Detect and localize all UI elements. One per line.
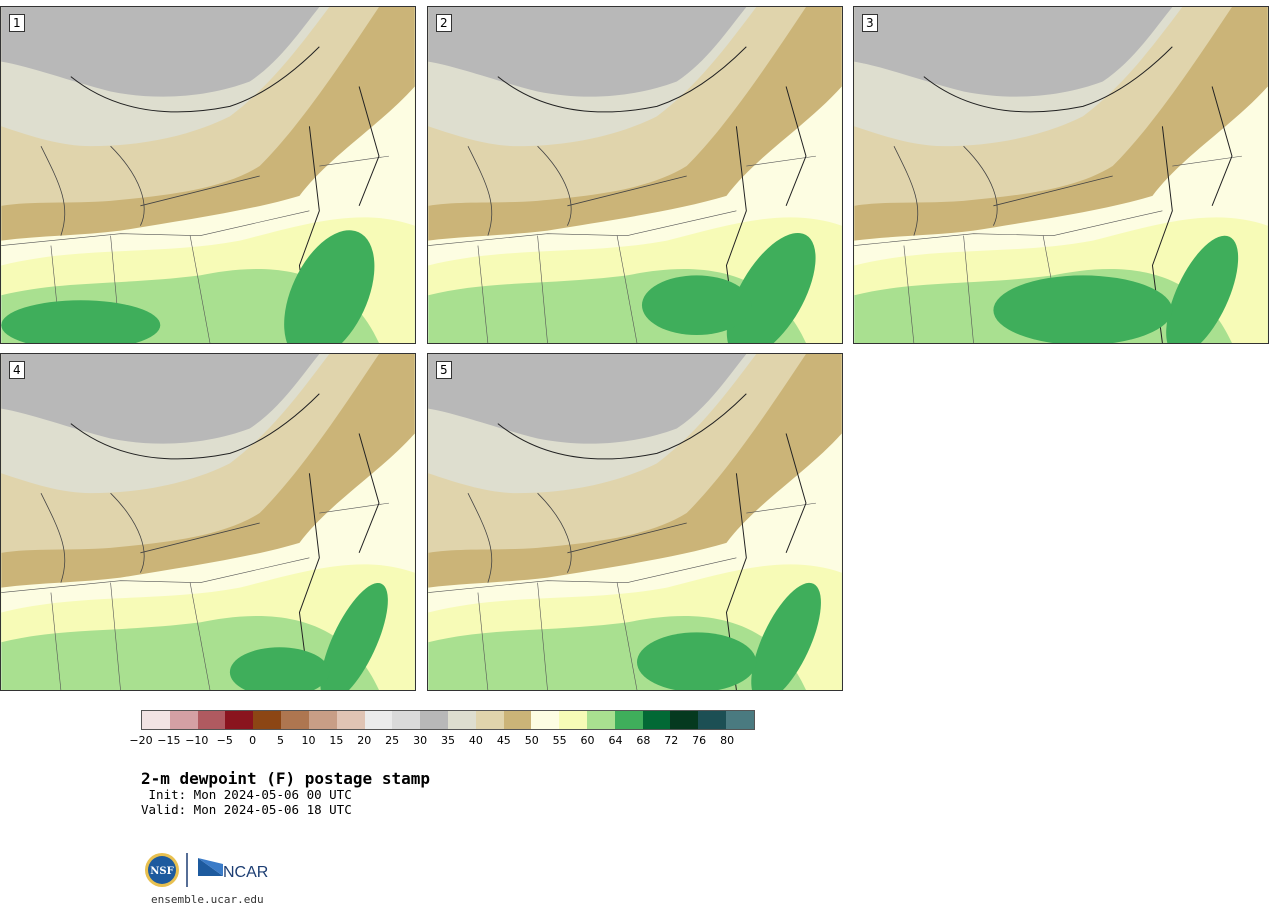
colorbar-tick-label: 25: [385, 734, 400, 747]
map-panel-4: 4: [0, 353, 416, 691]
colorbar-tick-label: −15: [157, 734, 181, 747]
colorbar-tick-label: 72: [664, 734, 679, 747]
colorbar-tick-label: 0: [249, 734, 257, 747]
colorbar-swatch: [447, 711, 476, 729]
colorbar-swatch: [559, 711, 587, 729]
colorbar-swatch: [614, 711, 643, 729]
colorbar-tick-label: 10: [301, 734, 316, 747]
plot-title: 2-m dewpoint (F) postage stamp: [141, 769, 430, 788]
colorbar-swatch: [726, 711, 754, 729]
dewpoint-map: [428, 7, 842, 343]
panel-number: 4: [9, 361, 25, 379]
dewpoint-map: [1, 7, 415, 343]
dewpoint-map: [1, 354, 415, 690]
colorbar-tick-label: −20: [129, 734, 153, 747]
colorbar-tick-label: 64: [608, 734, 623, 747]
colorbar-tick-label: 68: [636, 734, 651, 747]
colorbar-swatch: [531, 711, 560, 729]
colorbar-swatch: [587, 711, 615, 729]
colorbar-swatch: [364, 711, 393, 729]
map-panel-5: 5: [427, 353, 843, 691]
colorbar-tick-label: 76: [692, 734, 707, 747]
colorbar-tick-label: 15: [329, 734, 344, 747]
map-panel-1: 1: [0, 6, 416, 344]
valid-time: Valid: Mon 2024-05-06 18 UTC: [141, 802, 352, 817]
colorbar-tick-label: 40: [468, 734, 483, 747]
colorbar-swatch: [308, 711, 337, 729]
colorbar-tick-label: 5: [277, 734, 285, 747]
colorbar-swatch: [169, 711, 198, 729]
colorbar-tick-label: 60: [580, 734, 595, 747]
colorbar-swatch: [392, 711, 421, 729]
ncar-logo-text: NCAR: [223, 864, 268, 881]
site-url[interactable]: ensemble.ucar.edu: [151, 893, 264, 906]
colorbar-tick-label: −10: [185, 734, 209, 747]
colorbar-swatch: [197, 711, 226, 729]
colorbar-swatch: [475, 711, 504, 729]
colorbar-tick-label: 45: [496, 734, 511, 747]
colorbar-swatch: [336, 711, 365, 729]
colorbar-tick-label: 80: [720, 734, 735, 747]
panel-number: 5: [436, 361, 452, 379]
init-time: Init: Mon 2024-05-06 00 UTC: [141, 787, 352, 802]
colorbar-tick-label: 35: [441, 734, 455, 747]
colorbar-ticks: −20 −15 −10 −5 0 5 10 15 20 25 30 35 40 45 50 55 60 64 68 7…: [129, 734, 755, 748]
colorbar-swatch: [670, 711, 699, 729]
colorbar-swatch: [142, 711, 170, 729]
colorbar-swatch: [503, 711, 532, 729]
colorbar-tick-label: 30: [413, 734, 428, 747]
colorbar-tick-label: 50: [524, 734, 539, 747]
colorbar-swatch: [253, 711, 282, 729]
panel-number: 2: [436, 14, 452, 32]
nsf-ncar-logo: NSF NCAR: [145, 853, 268, 887]
map-panel-3: 3: [853, 6, 1269, 344]
colorbar-tick-label: 20: [357, 734, 372, 747]
colorbar-swatch: [281, 711, 309, 729]
dewpoint-map: [854, 7, 1268, 343]
colorbar: [141, 710, 755, 730]
colorbar-tick-label: 55: [552, 734, 567, 747]
colorbar-swatch: [642, 711, 671, 729]
colorbar-swatch: [420, 711, 448, 729]
panel-number: 3: [862, 14, 878, 32]
dewpoint-map: [428, 354, 842, 690]
colorbar-tick-label: −5: [216, 734, 233, 747]
nsf-logo-text: NSF: [150, 866, 173, 877]
map-panel-2: 2: [427, 6, 843, 344]
colorbar-swatch: [225, 711, 254, 729]
panel-number: 1: [9, 14, 25, 32]
colorbar-swatch: [698, 711, 727, 729]
